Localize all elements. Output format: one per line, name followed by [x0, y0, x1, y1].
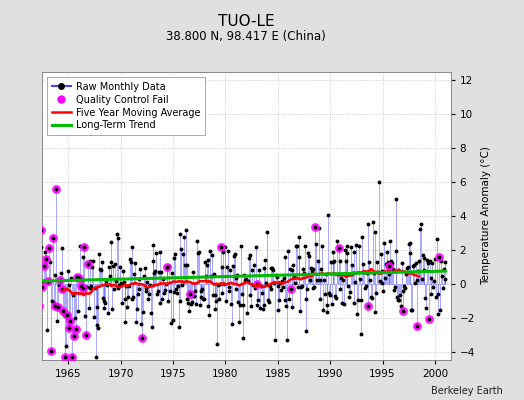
Legend: Raw Monthly Data, Quality Control Fail, Five Year Moving Average, Long-Term Tren: Raw Monthly Data, Quality Control Fail, …: [47, 77, 205, 135]
Y-axis label: Temperature Anomaly (°C): Temperature Anomaly (°C): [481, 146, 490, 286]
Text: 38.800 N, 98.417 E (China): 38.800 N, 98.417 E (China): [167, 30, 326, 43]
Text: Berkeley Earth: Berkeley Earth: [431, 386, 503, 396]
Text: TUO-LE: TUO-LE: [218, 14, 275, 29]
